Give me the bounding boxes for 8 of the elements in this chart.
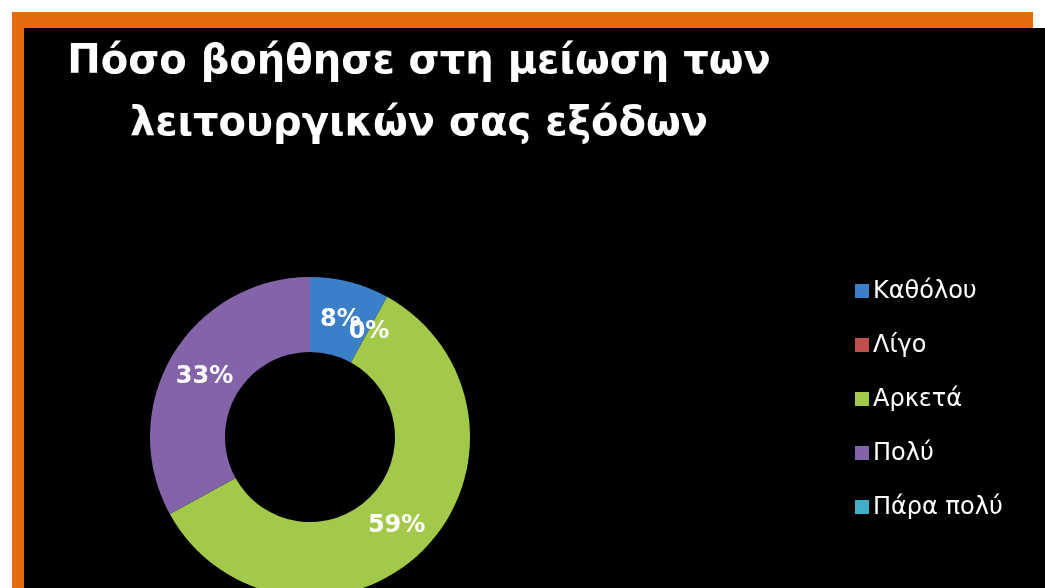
legend-label: Καθόλου bbox=[873, 276, 977, 304]
data-label: 59% bbox=[367, 509, 426, 538]
legend-label: Αρκετά bbox=[873, 384, 963, 412]
legend-label: Πολύ bbox=[873, 438, 934, 466]
legend-label: Λίγο bbox=[873, 330, 927, 358]
legend-label: Πάρα πολύ bbox=[873, 492, 1003, 520]
chart-title: Πόσο βοήθησε στη μείωση των λειτουργικών σας εξόδων bbox=[66, 35, 772, 146]
data-label: 33% bbox=[175, 360, 234, 389]
